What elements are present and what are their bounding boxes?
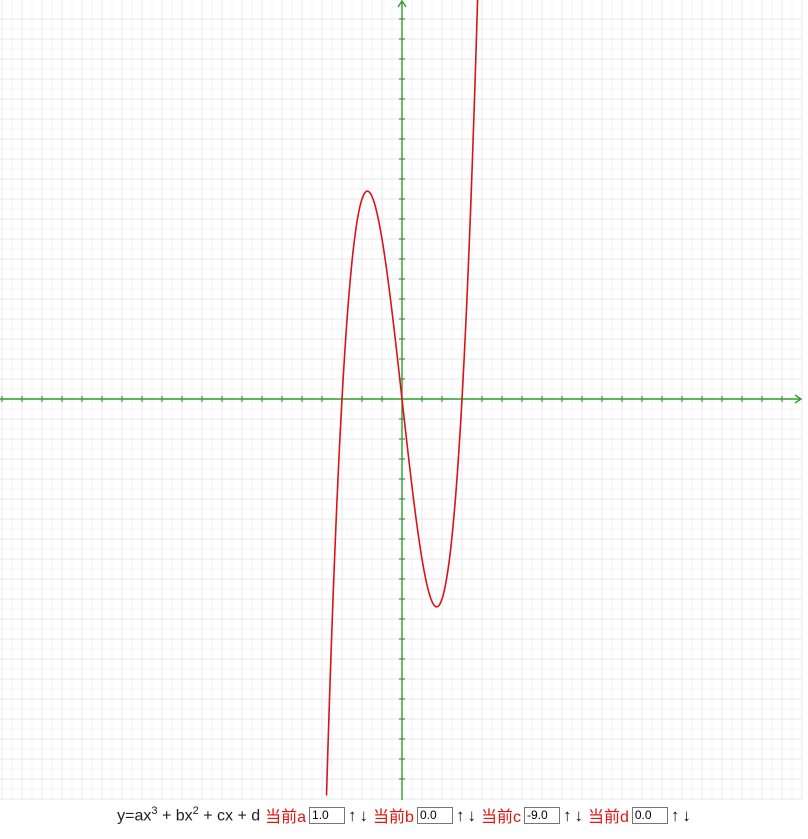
param-c-down-arrow-icon[interactable]: ↓ [574, 805, 583, 825]
formula-label: y=ax3 + bx2 + cx + d [117, 804, 261, 825]
param-b-input[interactable] [416, 806, 453, 824]
param-a-down-arrow-icon[interactable]: ↓ [359, 805, 369, 825]
param-a-up-arrow-icon[interactable]: ↑ [348, 805, 357, 825]
param-a-input[interactable] [309, 806, 346, 824]
param-d-label: 当前d [587, 809, 629, 826]
coefficient-controls: y=ax3 + bx2 + cx + d 当前a ↑ ↓ 当前b ↑ ↓ 当前c… [0, 800, 808, 830]
axes [0, 0, 803, 800]
param-a-label: 当前a [265, 809, 307, 826]
param-c-label: 当前c [480, 809, 521, 826]
param-b-down-arrow-icon[interactable]: ↓ [467, 805, 476, 825]
function-plot [0, 0, 803, 800]
param-b-label: 当前b [373, 809, 414, 826]
param-d-input[interactable] [631, 806, 668, 824]
y-axis-arrow-icon [397, 0, 407, 8]
param-c-input[interactable] [523, 806, 560, 824]
param-d-down-arrow-icon[interactable]: ↓ [682, 805, 691, 825]
cubic-curve [325, 0, 479, 796]
param-d-up-arrow-icon[interactable]: ↑ [670, 805, 680, 825]
param-b-up-arrow-icon[interactable]: ↑ [455, 805, 465, 825]
param-c-up-arrow-icon[interactable]: ↑ [562, 805, 572, 825]
x-axis-arrow-icon [794, 394, 803, 404]
